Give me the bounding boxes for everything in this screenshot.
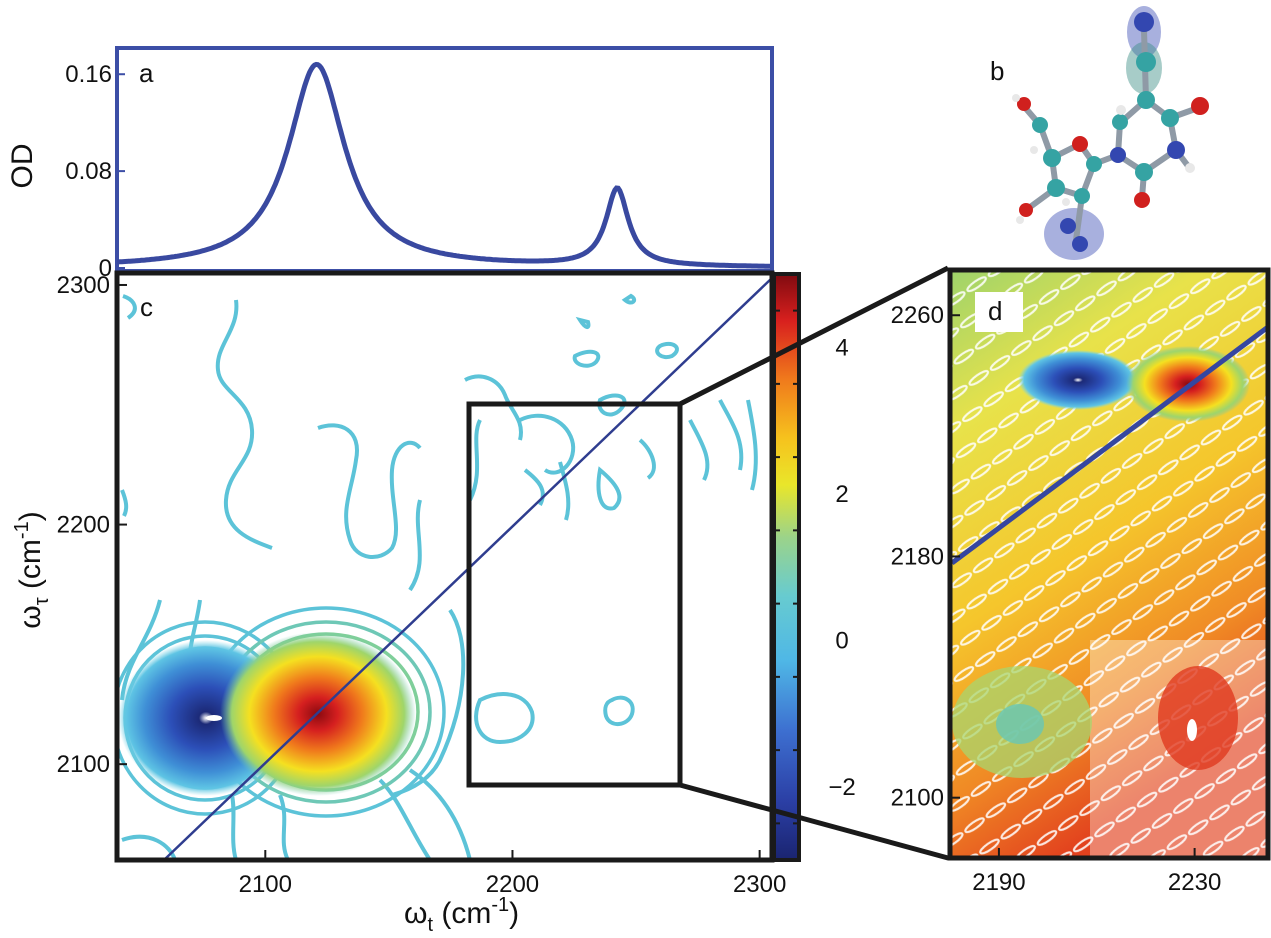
panel-c-x-ticks: 2100 2200 2300 — [239, 850, 786, 898]
panel-b-molecule: b — [990, 6, 1209, 260]
panel-d-x-ticks: 2190 2230 — [972, 848, 1221, 896]
d-cross-peak-high — [1158, 666, 1238, 770]
panel-d-label: d — [988, 296, 1002, 326]
panel-a-y-ticks: 0 0.08 0.16 — [65, 61, 125, 282]
panel-a: 0 0.08 0.16 a OD — [6, 46, 774, 282]
panel-a-label: a — [139, 58, 154, 88]
zoom-box — [466, 401, 683, 788]
zoom-connector-bottom — [679, 782, 949, 861]
colorbar: 4 2 0 −2 — [772, 272, 856, 862]
negative-peak-center — [206, 715, 222, 721]
panel-c-y-ticks: 2100 2200 2300 — [57, 272, 127, 778]
colorbar-tick-label: 0 — [835, 627, 848, 654]
panel-d: d 2190 2230 2100 2180 2260 — [891, 267, 1271, 896]
panel-a-ylabel: OD — [6, 144, 39, 189]
panel-c-contours — [120, 293, 758, 859]
panel-c-xtick-label: 2200 — [486, 871, 539, 898]
molecule-atoms — [1012, 12, 1209, 252]
panel-a-ytick-label: 0.08 — [65, 158, 112, 185]
panel-a-ytick-label: 0.16 — [65, 61, 112, 88]
colorbar-tick-label: −2 — [828, 774, 855, 801]
colorbar-tick-label: 4 — [835, 334, 848, 361]
colorbar-ticks: 4 2 0 −2 — [774, 309, 856, 825]
panel-a-ytick-label: 0 — [99, 255, 112, 282]
panel-b-label: b — [990, 56, 1004, 86]
zoom-connector-top — [678, 265, 950, 407]
panel-a-frame — [115, 46, 774, 273]
panel-c-ylabel: ωτ (cm-1) — [11, 511, 53, 628]
panel-d-diagonal — [950, 324, 1270, 566]
colorbar-gradient — [774, 274, 799, 860]
panel-d-ytick-label: 2100 — [891, 785, 944, 812]
panel-d-y-ticks: 2100 2180 2260 — [891, 302, 960, 812]
panel-d-plot — [952, 270, 1267, 857]
panel-c-ytick-label: 2300 — [57, 272, 110, 299]
panel-c-xtick-label: 2300 — [733, 871, 786, 898]
panel-c: 2100 2200 2300 2100 2200 2300 c ωt (cm-1) ωτ… — [11, 270, 786, 936]
panel-d-xtick-label: 2190 — [972, 869, 1025, 896]
molecule-bonds — [1019, 27, 1201, 243]
panel-c-label: c — [140, 292, 153, 322]
colorbar-frame — [772, 272, 801, 862]
d-negative-peak — [1018, 350, 1138, 410]
panel-d-frame — [947, 267, 1271, 861]
absorbance-spectrum-line — [117, 61, 770, 269]
panel-d-label-box — [975, 292, 1023, 332]
d-cross-peak-low-core — [996, 704, 1044, 744]
panel-d-ytick-label: 2260 — [891, 302, 944, 329]
colorbar-tick-label: 2 — [835, 481, 848, 508]
panel-c-ytick-label: 2100 — [57, 751, 110, 778]
panel-c-xtick-label: 2100 — [239, 871, 292, 898]
panel-c-xlabel: ωt (cm-1) — [404, 894, 519, 936]
panel-c-ytick-label: 2200 — [57, 512, 110, 539]
panel-d-xtick-label: 2230 — [1168, 869, 1221, 896]
panel-d-ytick-label: 2180 — [891, 543, 944, 570]
d-cross-peak-high-center — [1187, 719, 1197, 741]
